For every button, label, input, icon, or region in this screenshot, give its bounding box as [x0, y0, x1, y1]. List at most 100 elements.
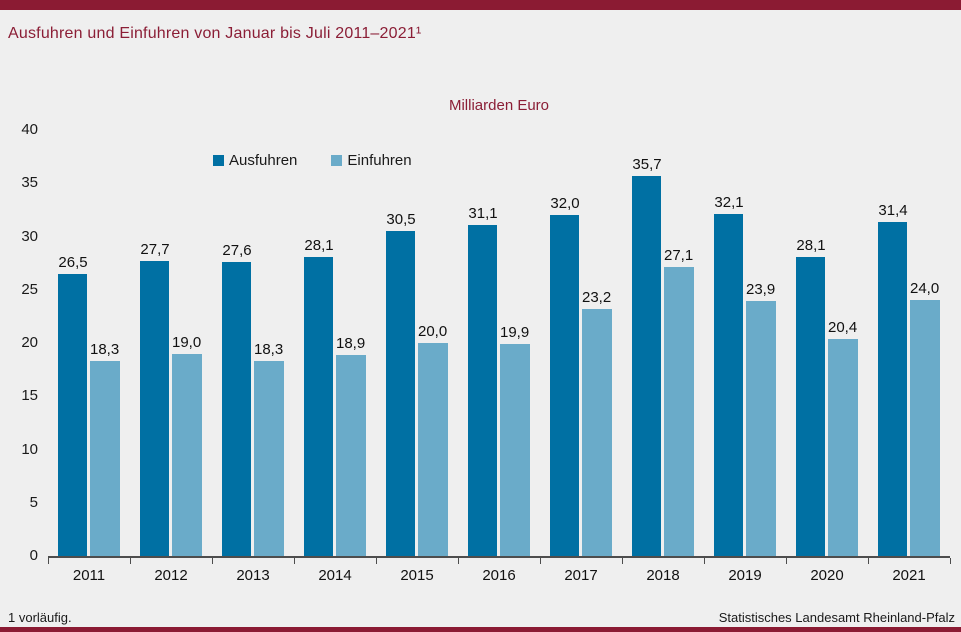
- bar-einfuhren-2011: [89, 361, 120, 556]
- bar-einfuhren-2014: [335, 354, 366, 556]
- bar-einfuhren-2020: [827, 338, 858, 556]
- bar-group-2016: 31,1 19,9: [458, 130, 540, 556]
- bar-ausfuhren-2020: [796, 256, 826, 556]
- x-axis-tick: [704, 558, 705, 564]
- bar-einfuhren-2018: [663, 267, 694, 556]
- value-label-einfuhren-2015: 20,0: [417, 323, 448, 340]
- barwrap-ausfuhren-2015: 30,5: [386, 211, 416, 556]
- value-label-einfuhren-2017: 23,2: [581, 288, 612, 306]
- x-axis-tick: [950, 558, 951, 564]
- barwrap-einfuhren-2013: 18,3: [253, 341, 284, 556]
- value-label-einfuhren-2013: 18,3: [253, 341, 284, 359]
- bar-group-2017: 32,0 23,2: [540, 130, 622, 556]
- value-label-ausfuhren-2016: 31,1: [468, 204, 498, 222]
- legend-item-ausfuhren: Ausfuhren: [213, 152, 297, 169]
- y-tick-label-0: 0: [29, 547, 38, 564]
- value-label-einfuhren-2014: 18,9: [335, 334, 366, 352]
- barwrap-ausfuhren-2016: 31,1: [468, 204, 498, 556]
- chart-unit-label: Milliarden Euro: [448, 97, 550, 114]
- chart-legend: Ausfuhren Einfuhren: [213, 152, 412, 169]
- page-title: Ausfuhren und Einfuhren von Januar bis J…: [8, 25, 422, 42]
- bar-group-2012: 27,7 19,0: [130, 130, 212, 556]
- bar-group-2020: 28,1 20,4: [786, 130, 868, 556]
- barwrap-einfuhren-2018: 27,1: [663, 247, 694, 556]
- bar-ausfuhren-2013: [222, 262, 252, 556]
- y-tick-label-5: 5: [29, 493, 38, 511]
- x-axis-tick: [212, 558, 213, 564]
- bar-ausfuhren-2015: [386, 231, 416, 556]
- y-axis: 0 5 10 15 20 25 30 35 40: [0, 122, 38, 564]
- bar-einfuhren-2017: [581, 308, 612, 556]
- bar-einfuhren-2021: [909, 300, 940, 556]
- value-label-einfuhren-2016: 19,9: [499, 324, 530, 342]
- bar-group-2018: 35,7 27,1: [622, 130, 704, 556]
- barwrap-einfuhren-2011: 18,3: [89, 342, 120, 556]
- bar-einfuhren-2016: [499, 344, 530, 556]
- value-label-einfuhren-2020: 20,4: [827, 318, 858, 336]
- y-tick-label-30: 30: [21, 227, 38, 245]
- bar-ausfuhren-2017: [550, 215, 580, 556]
- barwrap-einfuhren-2020: 20,4: [827, 318, 858, 556]
- barwrap-ausfuhren-2021: 31,4: [878, 202, 908, 556]
- x-category-label-2012: 2012: [154, 567, 188, 584]
- x-axis-tick: [622, 558, 623, 564]
- bottom-accent-bar: [0, 627, 961, 632]
- x-axis-tick: [868, 558, 869, 564]
- bar-ausfuhren-2014: [304, 256, 334, 556]
- x-axis-line: [48, 556, 950, 558]
- bar-einfuhren-2012: [171, 353, 202, 556]
- bar-group-2015: 30,5 20,0: [376, 130, 458, 556]
- bar-ausfuhren-2016: [468, 224, 498, 556]
- value-label-ausfuhren-2015: 30,5: [386, 211, 416, 229]
- barwrap-einfuhren-2017: 23,2: [581, 288, 612, 556]
- bar-group-2014: 28,1 18,9: [294, 130, 376, 556]
- bar-ausfuhren-2021: [878, 221, 908, 556]
- bar-ausfuhren-2011: [58, 273, 88, 556]
- bar-ausfuhren-2019: [714, 214, 744, 556]
- value-label-einfuhren-2019: 23,9: [745, 281, 776, 299]
- y-tick-label-10: 10: [21, 440, 38, 458]
- footnote: 1 vorläufig.: [8, 610, 72, 625]
- barwrap-einfuhren-2015: 20,0: [417, 323, 448, 556]
- legend-label-einfuhren: Einfuhren: [347, 152, 412, 169]
- value-label-ausfuhren-2019: 32,1: [714, 194, 744, 212]
- value-label-einfuhren-2018: 27,1: [663, 247, 694, 265]
- value-label-ausfuhren-2017: 32,0: [550, 195, 580, 213]
- legend-swatch-ausfuhren-icon: [213, 155, 224, 166]
- value-label-einfuhren-2012: 19,0: [171, 333, 202, 351]
- barwrap-einfuhren-2012: 19,0: [171, 333, 202, 556]
- barwrap-einfuhren-2014: 18,9: [335, 334, 366, 556]
- barwrap-ausfuhren-2020: 28,1: [796, 236, 826, 556]
- y-tick-label-35: 35: [21, 174, 38, 192]
- x-category-label-2014: 2014: [318, 567, 352, 584]
- x-axis-tick: [376, 558, 377, 564]
- x-category-label-2018: 2018: [646, 567, 680, 584]
- value-label-ausfuhren-2012: 27,7: [140, 241, 170, 258]
- x-axis-tick: [786, 558, 787, 564]
- bar-group-2011: 26,5 18,3: [48, 130, 130, 556]
- x-axis-tick: [130, 558, 131, 564]
- barwrap-ausfuhren-2017: 32,0: [550, 195, 580, 556]
- barwrap-ausfuhren-2013: 27,6: [222, 242, 252, 556]
- legend-item-einfuhren: Einfuhren: [331, 152, 412, 169]
- bar-group-2019: 32,1 23,9: [704, 130, 786, 556]
- y-tick-label-25: 25: [21, 280, 38, 298]
- y-tick-label-15: 15: [21, 387, 38, 405]
- barwrap-ausfuhren-2018: 35,7: [632, 156, 662, 556]
- bar-ausfuhren-2018: [632, 175, 662, 556]
- x-category-label-2020: 2020: [810, 567, 844, 584]
- x-category-label-2017: 2017: [564, 567, 598, 584]
- x-axis-tick: [294, 558, 295, 564]
- barwrap-ausfuhren-2012: 27,7: [140, 241, 170, 556]
- x-category-label-2021: 2021: [892, 567, 926, 584]
- bar-einfuhren-2015: [417, 343, 448, 556]
- x-category-label-2019: 2019: [728, 567, 762, 584]
- value-label-einfuhren-2021: 24,0: [909, 280, 940, 298]
- x-category-label-2013: 2013: [236, 567, 270, 584]
- x-category-label-2016: 2016: [482, 567, 516, 584]
- x-category-label-2015: 2015: [400, 567, 434, 584]
- value-label-ausfuhren-2020: 28,1: [796, 236, 826, 254]
- barwrap-ausfuhren-2011: 26,5: [58, 254, 88, 556]
- value-label-ausfuhren-2013: 27,6: [222, 242, 252, 260]
- barwrap-einfuhren-2019: 23,9: [745, 281, 776, 556]
